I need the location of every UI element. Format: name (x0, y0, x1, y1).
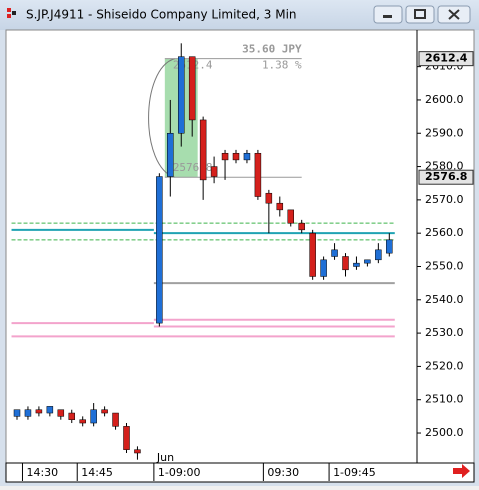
candle-body (298, 222, 305, 231)
y-tick-label: 2540.0 (425, 293, 464, 306)
candle-body (178, 56, 185, 134)
y-tick-label: 2500.0 (425, 426, 464, 439)
minimize-button[interactable] (373, 5, 403, 24)
candle-body (134, 449, 141, 454)
candle-body (276, 202, 284, 211)
candle-body (167, 133, 174, 177)
window-title: S.JP.J4911 - Shiseido Company Limited, 3… (26, 8, 297, 22)
y-tick-label: 2600.0 (425, 93, 464, 106)
x-tick-label: 09:30 (267, 466, 299, 479)
y-tick-label: 2590.0 (425, 126, 464, 139)
close-button[interactable] (437, 5, 471, 24)
x-axis-bar (5, 462, 475, 483)
price-label-box (418, 169, 474, 185)
candle-body (331, 249, 338, 257)
candle-body (254, 152, 262, 197)
restore-button[interactable] (405, 5, 435, 24)
y-tick-label: 2520.0 (425, 359, 464, 372)
app-icon (7, 8, 16, 18)
candle-body (243, 152, 251, 161)
x-tick-label: 1-09:45 (333, 466, 376, 479)
chart-area (5, 29, 475, 483)
candle-body (156, 176, 163, 324)
candle-body (35, 409, 43, 414)
candle-body (24, 409, 32, 417)
measure-change: 35.60 JPY (242, 43, 302, 56)
candle-body (265, 192, 273, 204)
candle-body (320, 259, 327, 277)
candle-body (68, 412, 75, 420)
candle-body (353, 262, 360, 267)
measure-percent: 1.38 % (262, 59, 302, 72)
date-label: Jun (156, 451, 174, 464)
candle-body (232, 152, 240, 161)
x-tick-label: 14:30 (26, 466, 58, 479)
candle-body (13, 409, 21, 417)
scroll-right-arrow[interactable] (453, 464, 470, 478)
measure-low: 2576.8 (173, 161, 213, 174)
price-label: 2576.8 (425, 170, 467, 183)
price-label: 2612.4 (425, 52, 468, 65)
y-tick-label: 2570.0 (425, 193, 464, 206)
candle-body (199, 119, 207, 181)
y-tick-label: 2550.0 (425, 259, 464, 272)
price-label-box (418, 51, 474, 67)
candle-body (342, 256, 349, 271)
x-tick-label: 14:45 (81, 466, 113, 479)
candle-body (101, 409, 108, 414)
candle-body (46, 406, 54, 414)
candle-body (90, 409, 97, 424)
y-tick-label: 2580.0 (425, 160, 464, 173)
candle-body (287, 209, 294, 224)
candle-body (375, 249, 382, 261)
candle-body (123, 426, 130, 450)
candle-body (112, 412, 119, 427)
plot: 2500.0 2510.0 2520.0 2530.0 2540.0 2550.0 2560… (11, 43, 474, 481)
candle-body (364, 259, 371, 264)
y-tick-label: 2510.0 (425, 393, 464, 406)
y-tick-label: 2560.0 (425, 226, 464, 239)
candle-body (210, 166, 218, 177)
candle-body (79, 419, 86, 424)
candle-body (309, 232, 316, 277)
x-tick-label: 1-09:00 (158, 466, 201, 479)
candle-body (386, 239, 393, 254)
y-tick-label: 2530.0 (425, 326, 464, 339)
candle-body (188, 56, 196, 121)
candle-body (57, 409, 65, 417)
measure-arc (148, 58, 175, 178)
candle-body (221, 152, 229, 161)
